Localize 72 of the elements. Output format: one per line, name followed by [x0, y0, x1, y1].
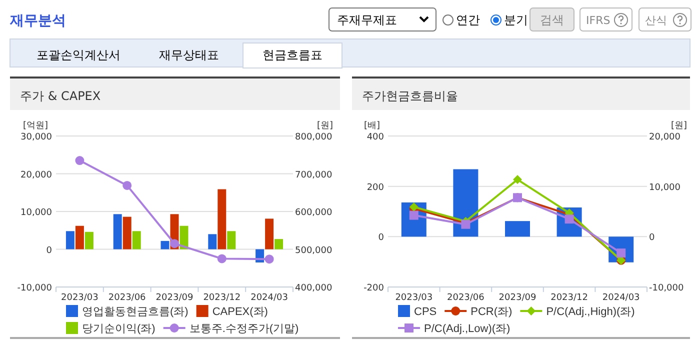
point	[122, 180, 132, 190]
point	[513, 175, 522, 184]
y2-tick-label: 10,000	[649, 182, 681, 193]
text: 산식	[645, 14, 667, 27]
bar	[274, 239, 284, 250]
x-tick-label: 2023/06	[108, 293, 146, 303]
legend-label: CPS	[414, 306, 437, 318]
legend-label: P/C(Adj.,High)(좌)	[546, 306, 635, 318]
y-tick-label: -10,000	[17, 284, 52, 294]
x-tick-label: 2023/12	[203, 293, 241, 303]
bar	[122, 216, 132, 250]
bar	[160, 240, 170, 250]
y-tick-label: 200	[366, 182, 384, 193]
text: 재무상태표	[159, 48, 219, 62]
x-tick-label: 2023/06	[447, 293, 485, 303]
y-tick-label: -200	[364, 284, 384, 294]
x-tick-label: 2023/09	[498, 293, 536, 303]
bar	[75, 226, 84, 250]
bar	[208, 234, 217, 250]
point	[264, 254, 274, 264]
y2-tick-label: -10,000	[649, 284, 684, 294]
y2-tick-label: 0	[649, 233, 655, 244]
y-tick-label: 30,000	[20, 132, 52, 142]
y2-tick-label: 600,000	[295, 208, 332, 218]
point	[75, 156, 84, 166]
text: 연간	[456, 13, 480, 27]
y-axis-title: [배]	[364, 121, 380, 131]
y2-axis-title: [원]	[316, 121, 333, 131]
y2-tick-label: 800,000	[295, 132, 332, 142]
x-tick-label: 2023/09	[156, 293, 194, 303]
y2-tick-label: 500,000	[295, 246, 332, 256]
bar	[84, 232, 94, 250]
y-tick-label: 0	[46, 246, 52, 256]
y2-tick-label: 400,000	[295, 284, 332, 294]
bar	[218, 189, 226, 250]
chart-title: 주가 & CAPEX	[20, 89, 101, 103]
text: 분기	[504, 13, 528, 27]
legend-label: P/C(Adj.,Low)(좌)	[424, 323, 510, 335]
legend-label: 당기순이익(좌)	[82, 323, 156, 335]
bar	[132, 231, 141, 250]
y-axis-title: [억원]	[22, 121, 48, 131]
legend-label: PCR(좌)	[470, 306, 512, 318]
point	[170, 239, 179, 248]
bar	[227, 231, 236, 250]
x-tick-label: 2024/03	[602, 293, 640, 303]
legend-label: CAPEX(좌)	[212, 306, 268, 318]
y2-tick-label: 700,000	[295, 170, 332, 180]
y2-axis-title: [원]	[670, 121, 687, 131]
text: 포괄손익계산서	[36, 48, 120, 62]
text: 현금흐름표	[262, 48, 322, 62]
bar	[66, 231, 74, 250]
text: IFRS	[586, 14, 610, 27]
text: 주재무제표	[337, 13, 397, 27]
x-tick-label: 2023/03	[395, 293, 433, 303]
x-tick-label: 2023/03	[61, 293, 98, 303]
bar	[505, 221, 530, 237]
bar	[113, 214, 122, 250]
y-tick-label: 400	[366, 132, 384, 142]
y-tick-label: 10,000	[20, 208, 52, 218]
chart-title: 주가현금흐름비율	[362, 89, 458, 103]
bar	[180, 226, 188, 250]
y-tick-label: 0	[378, 233, 384, 244]
y2-tick-label: 20,000	[649, 132, 681, 142]
x-tick-label: 2024/03	[250, 293, 288, 303]
x-tick-label: 2023/12	[550, 293, 588, 303]
text: 재무분석	[9, 13, 66, 29]
y-tick-label: 20,000	[20, 170, 52, 180]
bar	[265, 218, 274, 250]
legend-label: 영업활동현금흐름(좌)	[82, 306, 188, 318]
legend-label: 보통주.수정주가(기말)	[189, 323, 299, 335]
point	[217, 254, 226, 264]
text: 검색	[540, 13, 564, 27]
